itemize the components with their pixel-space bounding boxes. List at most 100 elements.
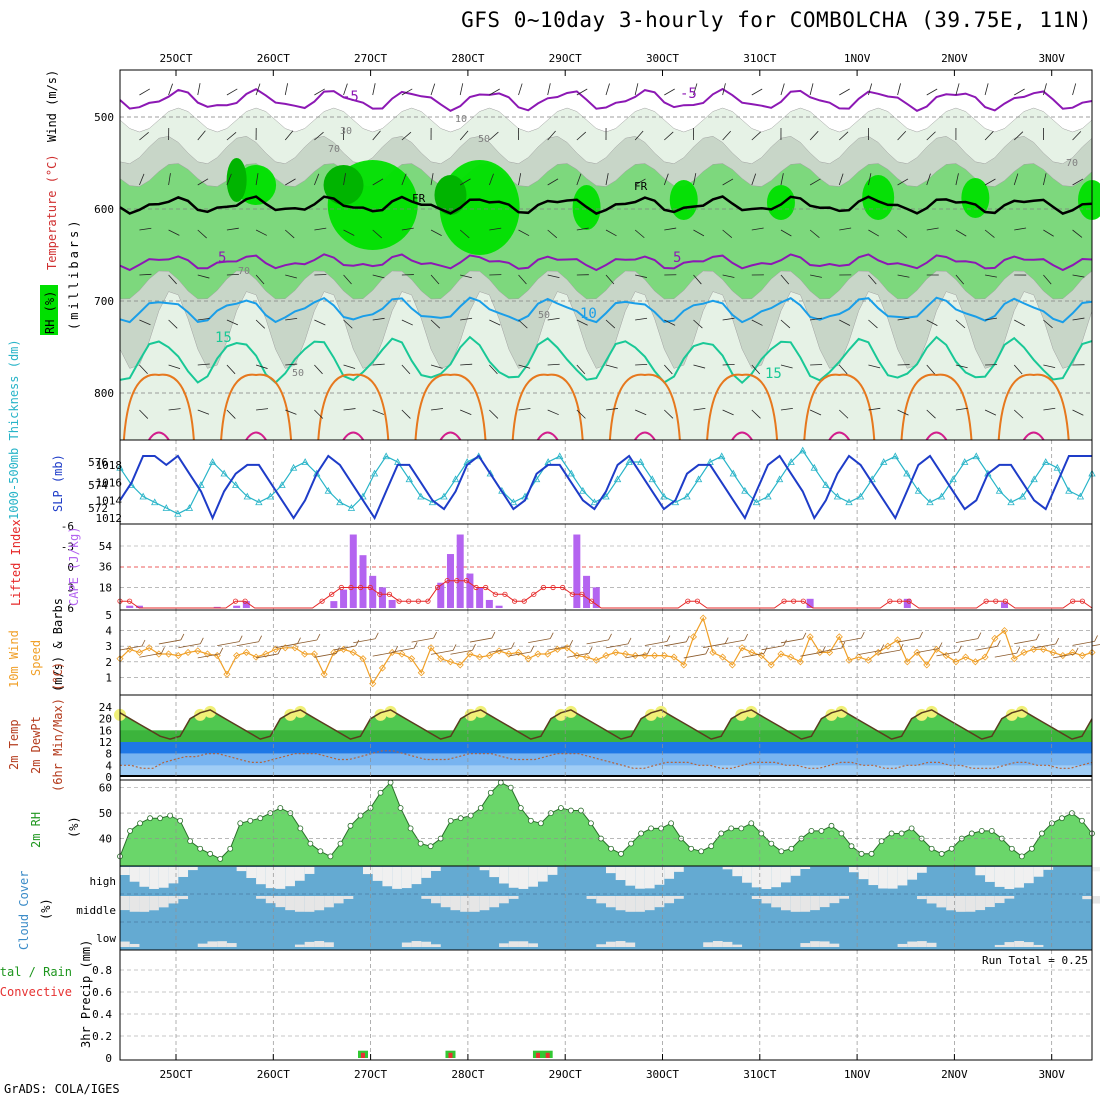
wind-barb-flag: [588, 647, 593, 654]
cloud-high-gap: [771, 867, 781, 888]
wind-barb: [780, 229, 792, 237]
wind-barb: [314, 364, 323, 375]
rh2m-point: [938, 850, 945, 857]
wind-barb-10m: [392, 647, 415, 653]
wind-barb: [256, 408, 269, 411]
wind-speed-point: [680, 661, 688, 669]
rh2m-point: [327, 853, 334, 860]
isotherm-25-arc-4: [536, 431, 559, 441]
cloud-high-gap: [431, 867, 441, 871]
wind-barb: [664, 319, 676, 326]
cloud-mid-gap: [761, 896, 772, 904]
wind-barb: [985, 274, 997, 278]
wind-barb: [664, 131, 674, 141]
thickness-point: [903, 469, 911, 477]
rh2m-point: [588, 820, 594, 827]
wind-barb: [809, 130, 819, 141]
rh2m-point: [948, 845, 955, 852]
wind-barb: [576, 319, 588, 326]
wind-barb: [751, 88, 763, 96]
date-bottom-0: 25OCT: [159, 1068, 192, 1081]
wind-speed-point: [1039, 645, 1047, 653]
cloud-low-gap: [596, 944, 606, 947]
cloud-mid-gap: [440, 896, 451, 908]
slp-line: [119, 454, 1092, 521]
cloud-mid-gap: [810, 896, 820, 911]
wind-barb: [1072, 229, 1083, 238]
wind-barb-10m: [294, 639, 318, 645]
slp-label-slp: SLP (mb): [51, 454, 65, 512]
wind-barb-flag: [491, 631, 496, 639]
wind-barb-10m: [333, 645, 356, 651]
wind-barb: [576, 173, 582, 186]
wind-barb: [518, 408, 531, 411]
li-point: [579, 591, 585, 597]
cloud-mid-gap: [946, 896, 956, 911]
thickness-point: [1065, 486, 1073, 494]
wind-barb: [489, 131, 499, 141]
wind-speed-point: [728, 661, 736, 669]
wind-barb: [780, 319, 791, 329]
label-rh30: 30: [340, 126, 352, 137]
wind-barb: [285, 317, 298, 321]
wind-barb-flag: [763, 647, 768, 654]
wind-barb: [722, 229, 733, 238]
wind-barb: [664, 227, 677, 231]
cloud-high-gap: [887, 867, 898, 889]
cloud-mid-gap: [829, 896, 840, 904]
precip-label-3: 3hr Precip (mm): [79, 940, 93, 1048]
wind-speed-point: [466, 650, 474, 658]
li-point: [319, 598, 325, 604]
thickness-point: [764, 492, 772, 500]
thickness-point: [775, 475, 784, 483]
wind-speed-point: [271, 645, 280, 653]
wind-barb: [226, 364, 236, 375]
li-point: [791, 598, 797, 604]
wind-barb: [1013, 409, 1024, 419]
lifted-index-line: [120, 580, 1093, 609]
date-top-5: 30OCT: [646, 52, 679, 65]
wind-speed-point: [301, 650, 309, 658]
rh-blob-5: [766, 185, 795, 220]
wind-speed-point: [349, 648, 357, 657]
wind-barb: [751, 173, 757, 186]
isotherm-20-arc-6: [706, 373, 779, 441]
wind-barb: [489, 88, 500, 96]
rh2m-point: [1008, 845, 1015, 852]
thickness-point: [174, 509, 182, 517]
wind-barb-flag: [802, 632, 807, 639]
li-ytick--6: -6: [61, 520, 74, 533]
wind-barb: [401, 173, 407, 186]
wind-barb-10m: [236, 641, 259, 647]
cloud-high-gap: [878, 867, 888, 889]
temp-peak: [925, 705, 938, 718]
wind-speed-point: [855, 653, 863, 661]
wind-barb: [489, 227, 502, 231]
isotherm-25-arc-7: [828, 431, 851, 441]
wind-speed-point: [631, 651, 639, 660]
cloud-label-1: Cloud Cover: [17, 871, 31, 950]
cape-bar-18: [495, 605, 503, 608]
rh2m-point: [227, 845, 234, 852]
wind-barb: [1072, 178, 1084, 186]
cloud-low-gap: [926, 942, 937, 947]
cloud-low-gap: [819, 941, 830, 947]
temp-line: [119, 709, 1093, 740]
wind-barb: [1013, 364, 1023, 375]
wind-barb: [1072, 409, 1084, 416]
cloud-mid-gap: [479, 896, 490, 911]
wind-barb-flag: [997, 640, 1001, 647]
wind-barb: [459, 130, 469, 141]
wind-barb: [547, 317, 560, 321]
rh2m-point: [297, 825, 304, 832]
wind-barb: [314, 88, 325, 96]
wind-barb-flag: [977, 632, 982, 639]
wind-barb: [197, 130, 206, 141]
wind-barb: [693, 364, 706, 369]
cloud-high-gap: [547, 867, 558, 875]
cape-bar-5: [330, 601, 338, 608]
wind-barb: [635, 363, 648, 366]
wind-speed-point: [544, 650, 552, 658]
wind-barb: [839, 88, 850, 96]
